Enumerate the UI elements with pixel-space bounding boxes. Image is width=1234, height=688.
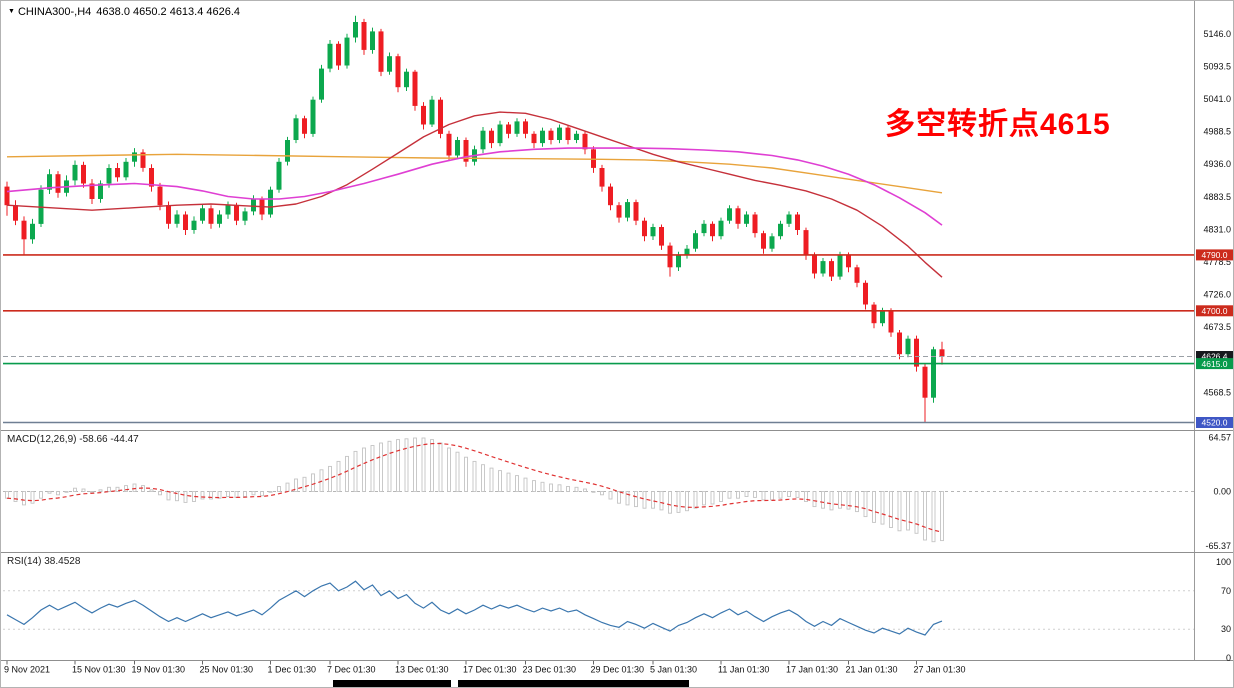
svg-text:17 Dec 01:30: 17 Dec 01:30: [463, 665, 517, 675]
svg-text:5093.5: 5093.5: [1203, 61, 1231, 71]
price-badge-4700.0: [1196, 305, 1233, 317]
svg-text:0.00: 0.00: [1213, 487, 1231, 497]
svg-text:4700.0: 4700.0: [1202, 306, 1228, 316]
price-badge-4790.0: [1196, 249, 1233, 261]
svg-text:11 Jan 01:30: 11 Jan 01:30: [718, 665, 769, 675]
svg-text:13 Dec 01:30: 13 Dec 01:30: [395, 665, 449, 675]
rsi-line: [6, 580, 943, 636]
svg-text:27 Jan 01:30: 27 Jan 01:30: [914, 665, 966, 675]
svg-text:15 Nov 01:30: 15 Nov 01:30: [72, 665, 126, 675]
price-badge-4626.4: [1196, 351, 1233, 362]
svg-text:30: 30: [1221, 624, 1231, 634]
ma-mid-magenta-line: [6, 147, 943, 226]
taskbar-window-fragment[interactable]: [333, 680, 451, 687]
svg-text:5041.0: 5041.0: [1203, 94, 1231, 104]
svg-text:4778.5: 4778.5: [1203, 257, 1231, 267]
svg-text:23 Dec 01:30: 23 Dec 01:30: [523, 665, 577, 675]
candlestick-series: [4, 15, 945, 423]
macd-histogram: [5, 437, 944, 543]
svg-text:21 Jan 01:30: 21 Jan 01:30: [846, 665, 898, 675]
svg-text:4615.0: 4615.0: [1202, 359, 1228, 369]
taskbar-window-fragment[interactable]: [458, 680, 689, 687]
svg-text:7 Dec 01:30: 7 Dec 01:30: [327, 665, 376, 675]
svg-text:19 Nov 01:30: 19 Nov 01:30: [132, 665, 186, 675]
svg-text:5 Jan 01:30: 5 Jan 01:30: [650, 665, 697, 675]
svg-text:64.57: 64.57: [1208, 433, 1231, 443]
symbol-dropdown-icon[interactable]: ▼: [8, 8, 15, 15]
price-badge-4520.0: [1196, 417, 1233, 428]
svg-text:25 Nov 01:30: 25 Nov 01:30: [200, 665, 254, 675]
svg-text:100: 100: [1216, 557, 1231, 567]
svg-text:4673.5: 4673.5: [1203, 322, 1231, 332]
ma-fast-crimson-line: [6, 111, 943, 278]
svg-text:5146.0: 5146.0: [1203, 29, 1231, 39]
ma-slow-orange-line: [6, 153, 943, 194]
svg-text:29 Dec 01:30: 29 Dec 01:30: [591, 665, 645, 675]
svg-text:4790.0: 4790.0: [1202, 250, 1228, 260]
svg-text:4726.0: 4726.0: [1203, 290, 1231, 300]
svg-text:4520.0: 4520.0: [1202, 418, 1228, 428]
svg-text:17 Jan 01:30: 17 Jan 01:30: [786, 665, 838, 675]
svg-text:4988.5: 4988.5: [1203, 127, 1231, 137]
price-badge-4615.0: [1196, 358, 1233, 370]
svg-text:4568.5: 4568.5: [1203, 387, 1231, 397]
svg-text:-65.37: -65.37: [1205, 541, 1231, 551]
macd-signal-line: [6, 442, 943, 533]
svg-text:4883.5: 4883.5: [1203, 192, 1231, 202]
svg-text:70: 70: [1221, 586, 1231, 596]
svg-text:4936.0: 4936.0: [1203, 159, 1231, 169]
svg-text:4626.4: 4626.4: [1202, 352, 1228, 362]
svg-text:4831.0: 4831.0: [1203, 224, 1231, 234]
svg-text:9 Nov 2021: 9 Nov 2021: [4, 665, 50, 675]
svg-text:1 Dec 01:30: 1 Dec 01:30: [268, 665, 317, 675]
svg-text:0: 0: [1226, 653, 1231, 663]
